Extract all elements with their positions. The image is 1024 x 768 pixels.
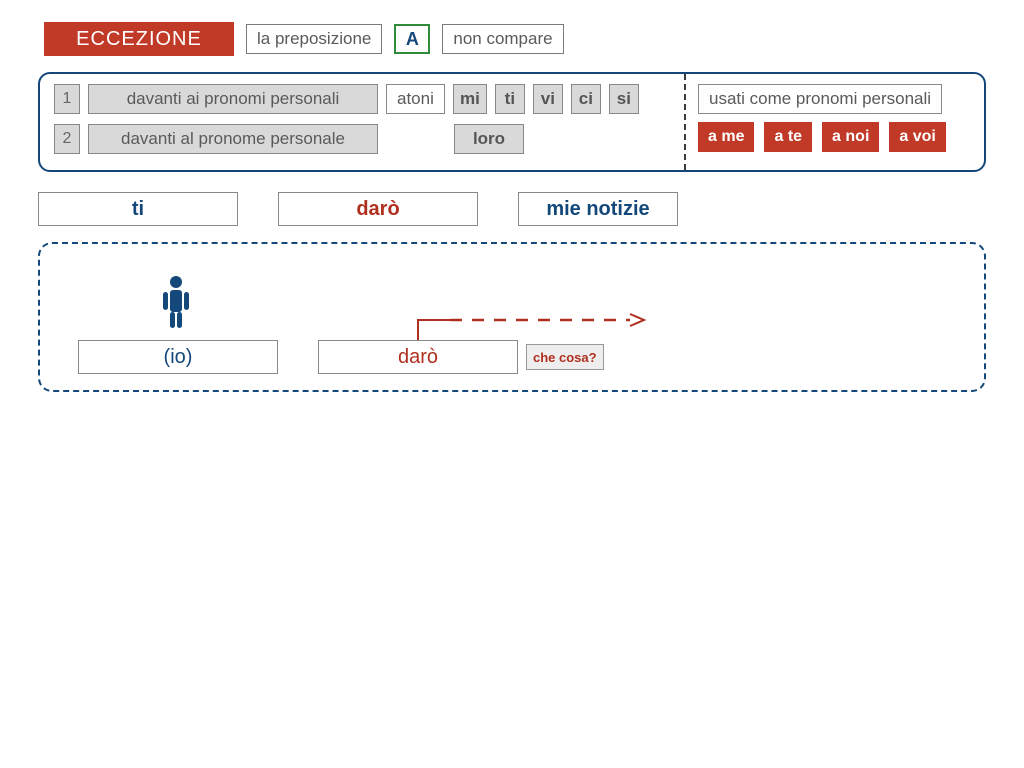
pronoun-si: si (609, 84, 639, 114)
io-box: (io) (78, 340, 278, 374)
pill-a-te: a te (764, 122, 812, 152)
person-icon (158, 274, 194, 335)
analysis-panel: (io) darò che cosa? (38, 242, 986, 392)
usati-box: usati come pronomi personali (698, 84, 942, 114)
word-ti: ti (38, 192, 238, 226)
rules-panel: 1 davanti ai pronomi personali atoni mi … (38, 72, 986, 172)
rule-1-text: davanti ai pronomi personali (88, 84, 378, 114)
sentence-row: ti darò mie notizie (38, 192, 678, 226)
word-mie-notizie: mie notizie (518, 192, 678, 226)
rules-right: usati come pronomi personali a me a te a… (684, 74, 984, 170)
arrow-icon (410, 310, 670, 350)
header-row: ECCEZIONE la preposizione A non compare (44, 22, 564, 56)
loro-box: loro (454, 124, 524, 154)
pronoun-ci: ci (571, 84, 601, 114)
pronoun-vi: vi (533, 84, 563, 114)
rule-2-text: davanti al pronome personale (88, 124, 378, 154)
non-compare-box: non compare (442, 24, 563, 54)
pill-a-noi: a noi (822, 122, 879, 152)
rule-1-row: 1 davanti ai pronomi personali atoni mi … (54, 84, 670, 114)
rule-2-row: 2 davanti al pronome personale loro (54, 124, 670, 154)
rule-2-num: 2 (54, 124, 80, 154)
eccezione-box: ECCEZIONE (44, 22, 234, 56)
atoni-box: atoni (386, 84, 445, 114)
pill-a-me: a me (698, 122, 754, 152)
red-pills-row: a me a te a noi a voi (698, 122, 972, 152)
rules-left: 1 davanti ai pronomi personali atoni mi … (40, 74, 684, 170)
word-daro: darò (278, 192, 478, 226)
pronoun-mi: mi (453, 84, 487, 114)
la-preposizione-box: la preposizione (246, 24, 382, 54)
a-box: A (394, 24, 430, 54)
rule-1-num: 1 (54, 84, 80, 114)
pronoun-ti: ti (495, 84, 525, 114)
pill-a-voi: a voi (889, 122, 945, 152)
